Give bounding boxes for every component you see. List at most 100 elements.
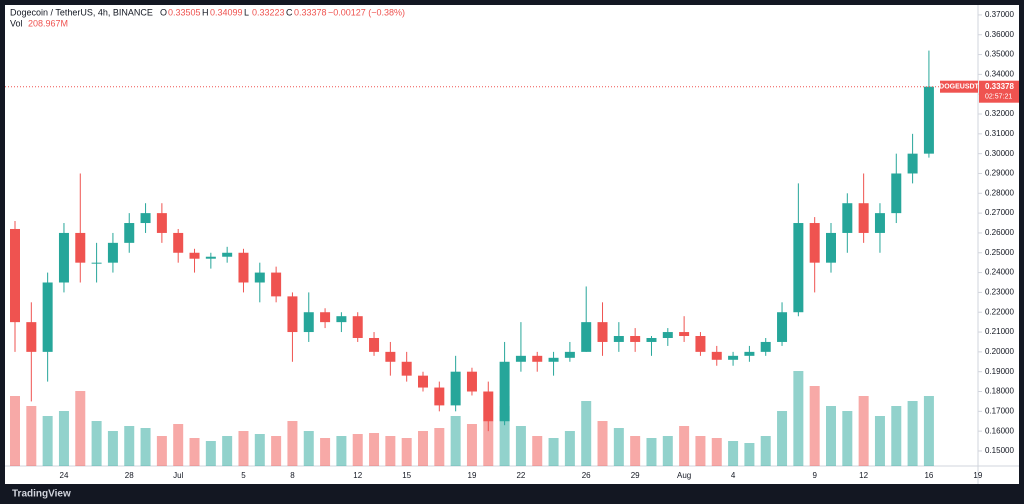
candle-body bbox=[254, 272, 265, 283]
candle-body bbox=[760, 341, 771, 352]
candle-body bbox=[238, 252, 249, 283]
x-tick-label: 19 bbox=[468, 471, 477, 480]
volume-bar bbox=[891, 406, 902, 466]
candle-body bbox=[369, 337, 380, 352]
candle-body bbox=[597, 322, 608, 342]
volume-bar bbox=[466, 424, 477, 466]
candle-body bbox=[352, 316, 363, 338]
volume-bar bbox=[336, 436, 347, 466]
candle-body bbox=[10, 228, 20, 323]
ohlc-value: 0.33223 bbox=[252, 7, 285, 17]
price-tag-value: 0.33378 bbox=[985, 82, 1014, 91]
volume-bar bbox=[679, 426, 690, 466]
x-tick-label: 24 bbox=[60, 471, 69, 480]
ohlc-value: 0.33505 bbox=[168, 7, 201, 17]
volume-bar bbox=[532, 436, 543, 466]
volume-bar bbox=[515, 426, 526, 466]
candle-body bbox=[613, 336, 624, 342]
volume-bar bbox=[564, 431, 575, 466]
volume-bar bbox=[75, 391, 86, 466]
volume-bar bbox=[173, 424, 184, 466]
price-tag bbox=[979, 80, 1019, 103]
candle-body bbox=[695, 336, 706, 352]
volume-bar bbox=[483, 421, 494, 466]
y-tick-label: 0.27000 bbox=[985, 208, 1014, 217]
y-tick-label: 0.31000 bbox=[985, 129, 1014, 138]
candle-body bbox=[287, 296, 298, 333]
volume-bar bbox=[728, 441, 739, 466]
y-tick-label: 0.16000 bbox=[985, 426, 1014, 435]
candle-body bbox=[483, 391, 494, 422]
candle-body bbox=[564, 351, 575, 358]
volume-label: Vol bbox=[10, 18, 23, 28]
volume-bar bbox=[597, 421, 608, 466]
volume-bar bbox=[450, 416, 461, 466]
y-tick-label: 0.24000 bbox=[985, 268, 1014, 277]
x-tick-label: 12 bbox=[859, 471, 868, 480]
candle-body bbox=[107, 242, 118, 263]
candle-body bbox=[75, 232, 86, 263]
volume-bar bbox=[907, 401, 918, 466]
x-tick-label: 4 bbox=[731, 471, 736, 480]
volume-bar bbox=[809, 386, 820, 466]
y-tick-label: 0.28000 bbox=[985, 188, 1014, 197]
candle-body bbox=[466, 371, 477, 392]
candle-body bbox=[744, 351, 755, 356]
candle-body bbox=[923, 86, 934, 154]
volume-bar bbox=[923, 396, 934, 466]
volume-bar bbox=[613, 428, 624, 466]
candle-body bbox=[173, 232, 184, 253]
symbol-title: Dogecoin / TetherUS, 4h, BINANCE bbox=[10, 7, 153, 17]
volume-bar bbox=[695, 436, 706, 466]
volume-bar bbox=[858, 396, 869, 466]
branding: TradingView bbox=[12, 489, 71, 500]
volume-bar bbox=[434, 428, 445, 466]
volume-bar bbox=[287, 421, 298, 466]
x-tick-label: 8 bbox=[290, 471, 295, 480]
volume-bar bbox=[777, 411, 788, 466]
y-tick-label: 0.23000 bbox=[985, 288, 1014, 297]
candle-body bbox=[189, 252, 200, 259]
y-tick-label: 0.30000 bbox=[985, 149, 1014, 158]
x-tick-label: 5 bbox=[241, 471, 246, 480]
volume-bar bbox=[222, 436, 233, 466]
candle-body bbox=[874, 213, 885, 233]
y-tick-label: 0.35000 bbox=[985, 50, 1014, 59]
ohlc-label: C bbox=[286, 7, 293, 17]
volume-bar bbox=[842, 411, 853, 466]
candle-body bbox=[662, 332, 673, 338]
volume-bar bbox=[352, 434, 363, 466]
volume-bar bbox=[107, 431, 118, 466]
x-tick-label: 16 bbox=[924, 471, 933, 480]
candle-body bbox=[450, 371, 461, 406]
candle-body bbox=[434, 387, 445, 406]
candle-body bbox=[646, 337, 657, 342]
volume-bar bbox=[369, 433, 380, 466]
candle-body bbox=[515, 355, 526, 362]
candle-body bbox=[303, 312, 314, 333]
x-tick-label: 12 bbox=[353, 471, 362, 480]
volume-bar bbox=[189, 438, 200, 466]
volume-bar bbox=[826, 406, 836, 466]
volume-bar bbox=[303, 431, 314, 466]
candle-body bbox=[679, 332, 690, 337]
x-tick-label: 22 bbox=[516, 471, 525, 480]
candle-body bbox=[91, 262, 102, 264]
candle-body bbox=[26, 322, 37, 352]
candle-body bbox=[222, 252, 233, 257]
candle-body bbox=[418, 375, 428, 388]
x-tick-label: 26 bbox=[582, 471, 591, 480]
x-tick-label: 29 bbox=[631, 471, 640, 480]
candle-body bbox=[858, 203, 869, 233]
x-tick-label: Jul bbox=[173, 471, 183, 480]
volume-bar bbox=[156, 436, 167, 466]
volume-bar bbox=[630, 436, 641, 466]
candle-body bbox=[728, 355, 739, 360]
ohlc-label: O bbox=[160, 7, 167, 17]
candle-body bbox=[156, 213, 167, 233]
volume-bar bbox=[140, 428, 151, 466]
candle-body bbox=[581, 322, 592, 352]
volume-bar bbox=[499, 406, 510, 466]
volume-bar bbox=[548, 438, 559, 466]
